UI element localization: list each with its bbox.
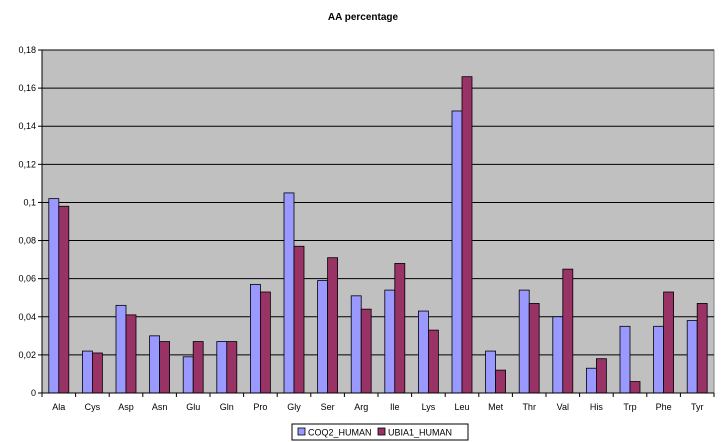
bar-coq2-human-ala bbox=[48, 198, 60, 394]
x-tick-label: Ser bbox=[321, 402, 335, 412]
x-tick-label: Trp bbox=[623, 402, 636, 412]
x-tick-label: Thr bbox=[522, 402, 536, 412]
x-tick-label: Lys bbox=[422, 402, 436, 412]
bar-ubia1-human-phe bbox=[663, 291, 674, 394]
chart-title: AA percentage bbox=[328, 12, 399, 23]
bar-ubia1-human-gln bbox=[226, 341, 238, 394]
bar-coq2-human-asp bbox=[115, 304, 127, 394]
bar-ubia1-human-glu bbox=[192, 341, 204, 394]
bar-coq2-human-tyr bbox=[686, 320, 698, 394]
bar-ubia1-human-tyr bbox=[696, 303, 708, 394]
bar-coq2-human-cys bbox=[82, 350, 93, 394]
x-tick-label: Val bbox=[557, 402, 569, 412]
y-tick-label: 0,16 bbox=[18, 83, 36, 93]
legend-label: COQ2_HUMAN bbox=[308, 428, 372, 438]
bar-ubia1-human-gly bbox=[293, 245, 305, 394]
bar-ubia1-human-met bbox=[495, 369, 507, 394]
bar-coq2-human-leu bbox=[451, 110, 463, 394]
bar-coq2-human-gln bbox=[216, 341, 228, 394]
x-tick-label: Tyr bbox=[691, 402, 704, 412]
bar-ubia1-human-asp bbox=[125, 314, 137, 394]
plot-area bbox=[41, 49, 715, 394]
x-tick-label: Leu bbox=[454, 402, 469, 412]
bar-ubia1-human-ile bbox=[394, 263, 406, 394]
bar-coq2-human-trp bbox=[619, 325, 631, 394]
legend-swatch bbox=[377, 427, 386, 436]
bar-ubia1-human-ala bbox=[58, 205, 70, 394]
x-tick-label: His bbox=[590, 402, 603, 412]
x-tick-label: Glu bbox=[186, 402, 200, 412]
x-tick-label: Pro bbox=[253, 402, 267, 412]
bar-coq2-human-met bbox=[485, 350, 497, 394]
bar-coq2-human-pro bbox=[249, 283, 261, 394]
y-tick-label: 0,02 bbox=[18, 350, 36, 360]
bar-ubia1-human-ser bbox=[327, 257, 339, 394]
y-axis-tick-labels: 0 0,02 0,04 0,06 0,08 0,1 0,12 0,14 0,16 0,18 bbox=[18, 45, 42, 398]
x-tick-label: Gly bbox=[287, 402, 301, 412]
x-tick-label: Gln bbox=[220, 402, 234, 412]
bar-ubia1-human-val bbox=[562, 268, 574, 394]
bar-coq2-human-ser bbox=[317, 280, 329, 394]
bar-coq2-human-asn bbox=[149, 335, 161, 394]
x-axis-tick-labels: Ala Cys Asp Asn Glu Gln Pro Gly Ser Arg Ile Lys Leu M… bbox=[41, 393, 715, 412]
x-tick-label: Ile bbox=[390, 402, 400, 412]
bar-ubia1-human-trp bbox=[629, 381, 641, 394]
bar-ubia1-human-cys bbox=[92, 352, 103, 394]
bar-coq2-human-val bbox=[552, 316, 564, 394]
x-tick-label: Phe bbox=[656, 402, 672, 412]
bar-ubia1-human-thr bbox=[528, 303, 540, 394]
legend: COQ2_HUMAN UBIA1_HUMAN bbox=[291, 423, 469, 441]
bar-ubia1-human-lys bbox=[427, 329, 439, 394]
bars bbox=[48, 76, 708, 394]
x-tick-label: Ala bbox=[52, 402, 65, 412]
bar-ubia1-human-his bbox=[596, 358, 607, 394]
bar-coq2-human-phe bbox=[653, 325, 664, 394]
y-tick-label: 0,12 bbox=[18, 159, 36, 169]
y-tick-label: 0,18 bbox=[18, 45, 36, 55]
bar-coq2-human-ile bbox=[384, 289, 396, 394]
x-tick-label: Asp bbox=[118, 402, 134, 412]
grid-lines bbox=[42, 49, 714, 356]
bar-ubia1-human-arg bbox=[360, 308, 372, 394]
x-tick-label: Met bbox=[488, 402, 504, 412]
bar-coq2-human-lys bbox=[417, 310, 429, 394]
bar-coq2-human-gly bbox=[283, 192, 295, 394]
bar-ubia1-human-leu bbox=[461, 76, 473, 394]
y-tick-label: 0 bbox=[31, 388, 36, 398]
y-tick-label: 0,14 bbox=[18, 121, 36, 131]
bar-coq2-human-his bbox=[586, 367, 597, 394]
y-tick-label: 0,06 bbox=[18, 274, 36, 284]
x-tick-label: Asn bbox=[152, 402, 168, 412]
y-tick-label: 0,04 bbox=[18, 312, 36, 322]
y-tick-label: 0,08 bbox=[18, 236, 36, 246]
bar-coq2-human-arg bbox=[350, 295, 362, 394]
bar-ubia1-human-pro bbox=[259, 291, 271, 394]
bar-coq2-human-glu bbox=[182, 356, 194, 394]
y-tick-label: 0,1 bbox=[23, 197, 36, 207]
legend-swatch bbox=[297, 427, 306, 436]
legend-label: UBIA1_HUMAN bbox=[388, 428, 452, 438]
x-tick-label: Cys bbox=[85, 402, 101, 412]
x-tick-label: Arg bbox=[354, 402, 368, 412]
bar-ubia1-human-asn bbox=[159, 341, 171, 394]
bar-coq2-human-thr bbox=[518, 289, 530, 394]
